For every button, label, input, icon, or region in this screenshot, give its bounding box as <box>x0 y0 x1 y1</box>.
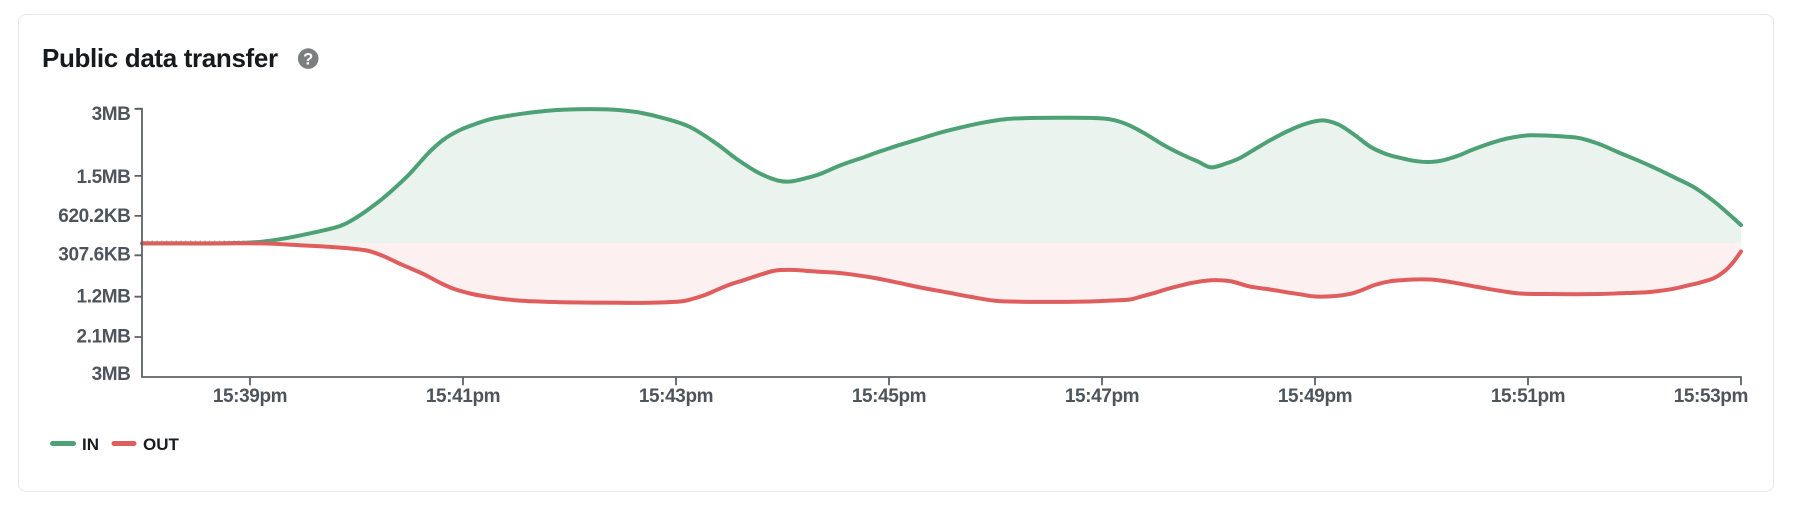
svg-text:15:51pm: 15:51pm <box>1491 386 1565 407</box>
svg-text:1.5MB: 1.5MB <box>77 167 131 188</box>
svg-text:OUT: OUT <box>143 435 180 454</box>
svg-text:15:39pm: 15:39pm <box>213 386 287 407</box>
svg-text:620.2KB: 620.2KB <box>58 206 130 227</box>
svg-text:2.1MB: 2.1MB <box>77 327 131 348</box>
svg-text:3MB: 3MB <box>92 104 131 125</box>
svg-text:15:45pm: 15:45pm <box>852 386 926 407</box>
svg-text:?: ? <box>303 50 313 68</box>
svg-text:15:47pm: 15:47pm <box>1065 386 1139 407</box>
svg-text:15:43pm: 15:43pm <box>639 386 713 407</box>
svg-text:15:53pm: 15:53pm <box>1674 386 1748 407</box>
svg-text:3MB: 3MB <box>92 364 131 385</box>
svg-text:15:41pm: 15:41pm <box>426 386 500 407</box>
svg-text:15:49pm: 15:49pm <box>1278 386 1352 407</box>
svg-text:307.6KB: 307.6KB <box>58 244 130 265</box>
svg-text:1.2MB: 1.2MB <box>77 286 131 307</box>
svg-text:IN: IN <box>82 435 99 454</box>
